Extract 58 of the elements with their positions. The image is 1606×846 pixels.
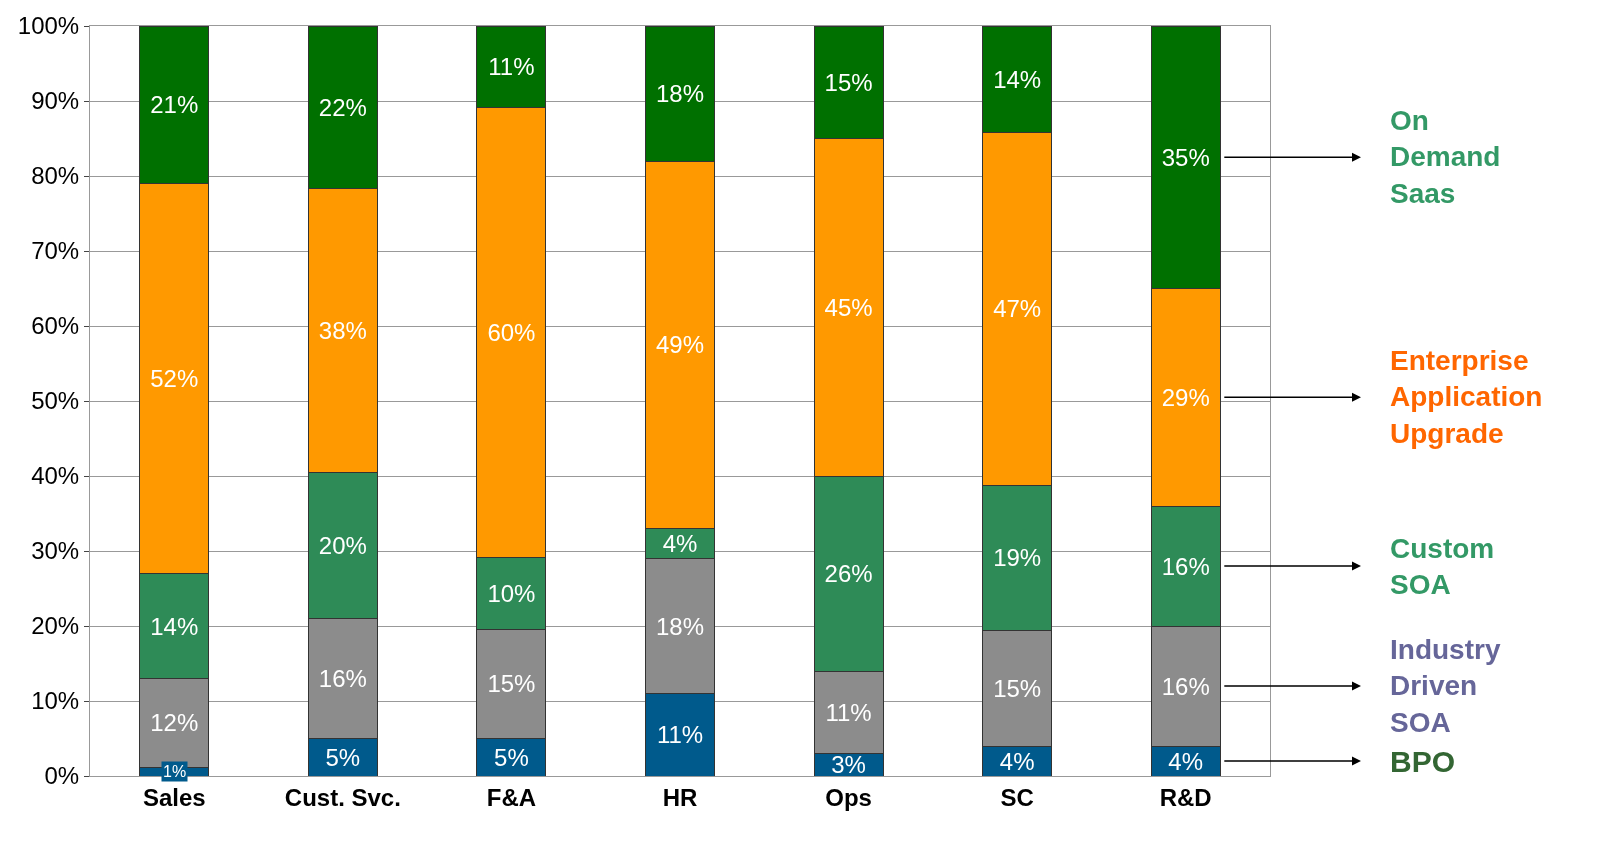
y-tick-label: 40% [31, 462, 80, 490]
data-label: 16% [1161, 552, 1210, 580]
data-label: 1% [163, 763, 187, 780]
x-tick-label: Cust. Svc. [284, 783, 401, 811]
data-label: 19% [993, 544, 1042, 572]
data-label: 11% [825, 698, 872, 726]
data-label: 12% [150, 709, 199, 737]
data-label: 15% [487, 670, 536, 698]
data-label: 15% [824, 68, 873, 96]
data-label: 4% [999, 747, 1035, 775]
data-label: 26% [824, 560, 873, 587]
y-tick-label: 10% [31, 687, 80, 715]
y-tick-label: 60% [31, 312, 80, 340]
y-tick-label: 20% [31, 612, 80, 640]
data-label: 38% [318, 317, 367, 344]
y-tick-label: 0% [44, 762, 80, 790]
y-tick-label: 80% [31, 162, 80, 190]
data-label: 5% [494, 743, 529, 771]
x-tick-label: Ops [825, 783, 872, 811]
data-label: 18% [655, 612, 705, 640]
y-tick-label: 90% [31, 87, 80, 115]
data-label: 16% [318, 665, 367, 692]
y-tick-label: 100% [17, 12, 80, 40]
data-label: 5% [325, 743, 361, 771]
data-label: 60% [487, 318, 536, 346]
y-tick-label: 30% [31, 537, 80, 565]
data-label: 3% [831, 751, 866, 779]
text: Industry Driven SOA [1390, 634, 1501, 738]
data-label: 22% [318, 93, 367, 121]
text: BPO [1390, 745, 1456, 778]
data-label: 11% [656, 721, 704, 749]
x-tick-label: SC [1000, 783, 1034, 811]
data-label: 15% [993, 674, 1042, 702]
text: Enterprise Application Upgrade [1390, 345, 1543, 449]
x-tick-label: HR [662, 783, 698, 811]
data-label: 47% [993, 295, 1042, 323]
data-label: 4% [1168, 747, 1204, 775]
text: Custom SOA [1390, 533, 1495, 601]
x-tick-label: Sales [142, 783, 206, 811]
data-label: 10% [487, 579, 536, 607]
data-label: 20% [318, 531, 367, 559]
y-tick-label: 50% [31, 387, 80, 415]
data-label: 21% [150, 91, 199, 119]
x-tick-label: R&D [1159, 783, 1212, 811]
data-label: 35% [1161, 143, 1210, 171]
data-label: 49% [655, 331, 705, 359]
text: On Demand Saas [1390, 105, 1501, 209]
data-label: 45% [824, 293, 873, 321]
data-label: 52% [150, 365, 199, 392]
data-label: 14% [150, 612, 199, 640]
data-label: 4% [662, 530, 698, 557]
data-label: 18% [655, 80, 705, 107]
data-label: 14% [993, 65, 1042, 93]
data-label: 16% [1161, 672, 1210, 700]
x-tick-label: F&A [486, 783, 537, 811]
y-tick-label: 70% [31, 237, 80, 265]
data-label: 29% [1161, 383, 1210, 411]
data-label: 11% [488, 53, 535, 80]
